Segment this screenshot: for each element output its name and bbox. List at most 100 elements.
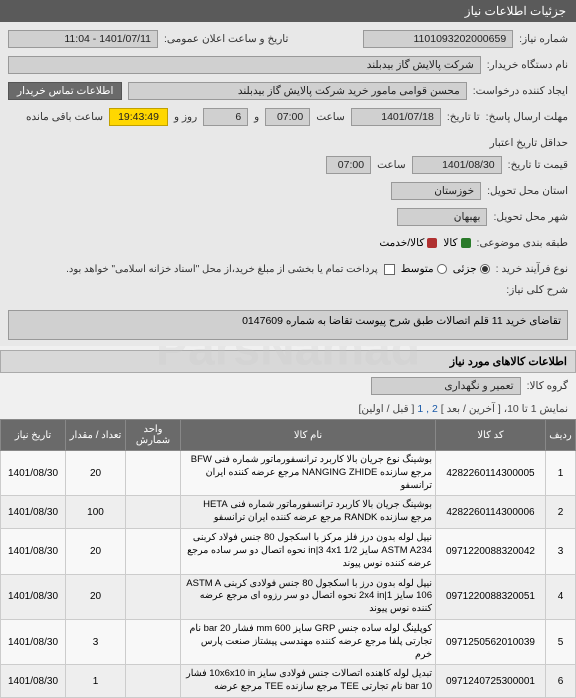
cell-date: 1401/08/30 <box>1 451 66 496</box>
table-header-row: ردیف کد کالا نام کالا واحد شمارش تعداد /… <box>1 420 576 451</box>
goods-badge: کالا <box>443 237 470 249</box>
cell-unit <box>126 451 181 496</box>
cell-qty: 20 <box>66 574 126 619</box>
days-label: روز و <box>174 111 197 123</box>
group-value: تعمیر و نگهداری <box>371 377 521 395</box>
contact-button[interactable]: اطلاعات تماس خریدار <box>8 82 122 100</box>
group-row: گروه کالا: تعمیر و نگهداری <box>0 373 576 399</box>
cell-qty: 20 <box>66 529 126 574</box>
hour-label-2: ساعت <box>377 159 406 171</box>
deadline-till-label: تا تاریخ: <box>447 111 480 123</box>
deadline-time: 07:00 <box>265 108 310 126</box>
cell-unit <box>126 619 181 664</box>
cell-qty: 20 <box>66 451 126 496</box>
cell-idx: 5 <box>546 619 576 664</box>
cell-unit <box>126 496 181 529</box>
process-label: نوع فرآیند خرید : <box>496 263 568 275</box>
cell-date: 1401/08/30 <box>1 619 66 664</box>
table-row: 60971240725300001تبدیل لوله کاهنده اتصال… <box>1 665 576 698</box>
cell-name: کوپلینگ لوله ساده جنس GRP سایز mm 600 فش… <box>181 619 436 664</box>
deadline-send-label: مهلت ارسال پاسخ: <box>486 111 568 123</box>
table-row: 24282260114300006بوشینگ جریان بالا کاربر… <box>1 496 576 529</box>
table-row: 30971220088320042نیپل لوله بدون درز فلز … <box>1 529 576 574</box>
panel-title: جزئیات اطلاعات نیاز <box>465 4 566 18</box>
cell-name: تبدیل لوله کاهنده اتصالات جنس فولادی سای… <box>181 665 436 698</box>
remaining-suffix: ساعت باقی مانده <box>26 111 103 123</box>
col-date: تاریخ نیاز <box>1 420 66 451</box>
requester-value: محسن قوامی مامور خرید شرکت پالایش گاز بی… <box>128 82 466 100</box>
need-no-value: 1101093202000659 <box>363 30 513 48</box>
items-table: ردیف کد کالا نام کالا واحد شمارش تعداد /… <box>0 419 576 698</box>
province-label: استان محل تحویل: <box>487 185 568 197</box>
cell-idx: 1 <box>546 451 576 496</box>
pager-pages[interactable]: 2 , 1 <box>417 403 437 415</box>
cross-icon <box>427 238 437 248</box>
col-qty: تعداد / مقدار <box>66 420 126 451</box>
cell-idx: 6 <box>546 665 576 698</box>
check-icon <box>461 238 471 248</box>
announce-label: تاریخ و ساعت اعلان عمومی: <box>164 33 288 45</box>
cell-code: 0971250562010039 <box>436 619 546 664</box>
cell-date: 1401/08/30 <box>1 529 66 574</box>
validity-time: 07:00 <box>326 156 371 174</box>
category-label: طبقه بندی موضوعی: <box>477 237 568 249</box>
min-validity-label: حداقل تاریخ اعتبار <box>490 137 568 149</box>
pay-checkbox[interactable] <box>384 264 395 275</box>
cell-date: 1401/08/30 <box>1 665 66 698</box>
cell-code: 0971220088320051 <box>436 574 546 619</box>
validity-date: 1401/08/30 <box>412 156 502 174</box>
cell-unit <box>126 665 181 698</box>
hour-label-1: ساعت <box>316 111 345 123</box>
pager-text: نمایش 1 تا 10، [ آخرین / بعد ] <box>441 403 568 415</box>
cell-date: 1401/08/30 <box>1 496 66 529</box>
cell-code: 0971220088320042 <box>436 529 546 574</box>
cell-qty: 1 <box>66 665 126 698</box>
col-idx: ردیف <box>546 420 576 451</box>
radio-mid[interactable]: متوسط <box>401 263 447 275</box>
requester-label: ایجاد کننده درخواست: <box>473 85 568 97</box>
general-desc-label: شرح کلی نیاز: <box>506 284 568 296</box>
buyer-org-label: نام دستگاه خریدار: <box>487 59 568 71</box>
cell-idx: 4 <box>546 574 576 619</box>
cell-unit <box>126 574 181 619</box>
radio-partial[interactable]: جزئی <box>453 263 490 275</box>
cell-idx: 2 <box>546 496 576 529</box>
cell-qty: 3 <box>66 619 126 664</box>
cell-code: 4282260114300006 <box>436 496 546 529</box>
cell-code: 0971240725300001 <box>436 665 546 698</box>
need-no-label: شماره نیاز: <box>519 33 568 45</box>
cell-name: بوشینگ نوع جریان بالا کاربرد ترانسفورمات… <box>181 451 436 496</box>
buyer-org-value: شرکت پالایش گاز بیدبلند <box>8 56 481 74</box>
cell-idx: 3 <box>546 529 576 574</box>
table-row: 50971250562010039کوپلینگ لوله ساده جنس G… <box>1 619 576 664</box>
days-remaining: 6 <box>203 108 248 126</box>
pager-suffix: [ قبل / اولین] <box>358 403 414 415</box>
cell-date: 1401/08/30 <box>1 574 66 619</box>
cell-unit <box>126 529 181 574</box>
col-name: نام کالا <box>181 420 436 451</box>
items-section-header: اطلاعات کالاهای مورد نیاز <box>0 350 576 373</box>
announce-value: 1401/07/11 - 11:04 <box>8 30 158 48</box>
pager: نمایش 1 تا 10، [ آخرین / بعد ] 2 , 1 [ ق… <box>0 399 576 419</box>
cell-code: 4282260114300005 <box>436 451 546 496</box>
table-row: 14282260114300005بوشینگ نوع جریان بالا ک… <box>1 451 576 496</box>
city-value: بهبهان <box>397 208 487 226</box>
general-desc-box: تقاضای خرید 11 قلم اتصالات طبق شرح پیوست… <box>8 310 568 340</box>
service-badge: کالا/خدمت <box>379 237 437 249</box>
cell-name: بوشینگ جریان بالا کاربرد ترانسفورماتور ش… <box>181 496 436 529</box>
and-label: و <box>254 111 259 123</box>
province-value: خوزستان <box>391 182 481 200</box>
pay-note: پرداخت تمام یا بخشی از مبلغ خرید،از محل … <box>66 264 378 275</box>
col-code: کد کالا <box>436 420 546 451</box>
details-panel: شماره نیاز: 1101093202000659 تاریخ و ساع… <box>0 22 576 346</box>
group-label: گروه کالا: <box>527 380 568 392</box>
cell-name: نیپل لوله بدون درز فلز مرکز با اسکجول 80… <box>181 529 436 574</box>
price-till-label: قیمت تا تاریخ: <box>508 159 568 171</box>
panel-header: جزئیات اطلاعات نیاز <box>0 0 576 22</box>
deadline-date: 1401/07/18 <box>351 108 441 126</box>
countdown-timer: 19:43:49 <box>109 108 168 126</box>
col-unit: واحد شمارش <box>126 420 181 451</box>
city-label: شهر محل تحویل: <box>493 211 568 223</box>
cell-name: نیپل لوله بدون درز با اسکجول 80 جنس فولا… <box>181 574 436 619</box>
table-row: 40971220088320051نیپل لوله بدون درز با ا… <box>1 574 576 619</box>
